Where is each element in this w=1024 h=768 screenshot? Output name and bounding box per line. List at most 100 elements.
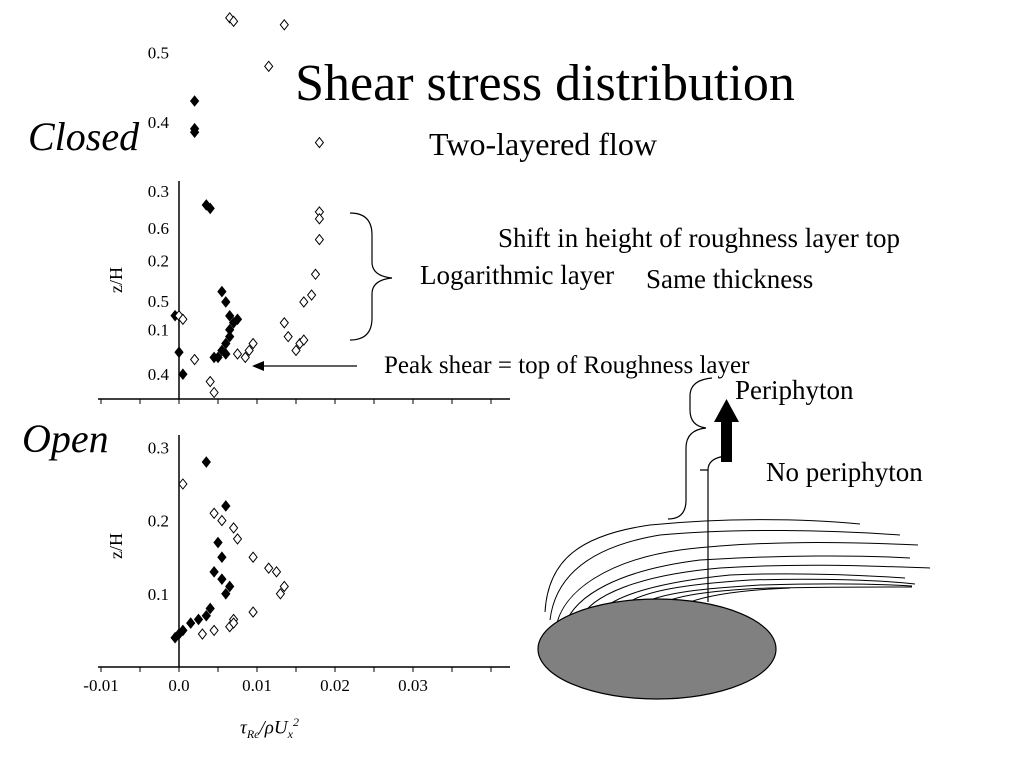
open-diamond-point [248,551,258,564]
filled-diamond-point [201,609,211,622]
page-title: Shear stress distribution [295,55,795,112]
y-tick-label: 0.2 [148,512,169,531]
open-diamond-point [228,15,239,28]
open-diamond-point [248,606,258,618]
periphyton-brace [667,377,713,520]
logarithmic-layer-brace [349,212,393,341]
y-tick-label: 0.4 [148,365,170,384]
open-diamond-point [279,18,289,31]
open-diamond-point [275,587,286,600]
y-tick-label: 0.6 [148,219,169,238]
open-diamond-point [197,628,208,640]
filled-diamond-point [205,602,215,615]
open-diamond-point [299,296,309,308]
logarithmic-layer-annotation: Logarithmic layer [420,260,615,290]
open-diamond-point [314,136,325,149]
up-arrow-head [714,399,739,422]
x-tick-label: -0.01 [83,676,118,695]
open-diamond-point [232,348,243,360]
open-diamond-point [232,533,243,545]
filled-diamond-point [193,613,204,626]
open-diamond-point [264,562,274,574]
open-diamond-point [299,334,309,346]
open-diamond-point [240,351,250,364]
peak-pointer-arrowhead [252,361,264,371]
open-diamond-point [178,313,188,326]
x-tick-label: 0.01 [242,676,272,695]
filled-diamond-point [217,285,227,298]
closed-axis-ticks: 0.1 0.2 0.3 0.4 0.5 0.6 [100,44,492,404]
filled-diamond-point [217,573,227,585]
y-tick-label: 0.1 [148,585,169,604]
open-diamond-point [310,268,321,281]
page-subtitle: Two-layered flow [429,126,657,162]
open-diamond-point [178,478,188,490]
closed-y-axis-label: z/H [106,267,126,293]
filled-diamond-point [189,126,200,138]
closed-panel-label: Closed [28,114,140,159]
open-diamond-point [228,522,239,534]
open-diamond-point [209,624,219,637]
open-diamond-point [209,386,219,399]
filled-diamond-point [217,551,227,564]
filled-diamond-point [221,296,231,308]
filled-diamond-point [213,536,223,549]
filled-diamond-point [170,631,180,644]
open-diamond-point [271,566,282,578]
open-diamond-point [217,514,227,527]
open-diamond-point [279,580,289,593]
filled-diamond-point [178,368,188,381]
open-diamond-point [248,337,258,350]
open-y-axis-label: z/H [106,533,126,559]
filled-diamond-point [209,566,219,578]
open-diamond-point [314,213,325,225]
filled-diamond-point [221,587,231,600]
open-diamond-point [314,233,325,246]
y-tick-label: 0.3 [148,182,169,201]
flow-streamlines [544,519,931,629]
peak-shear-annotation: Peak shear = top of Roughness layer [384,352,750,379]
open-plot-area [170,309,289,644]
open-axis-ticks: 0.1 0.2 0.3 0.4 0.5 0.6 -0.01 0.0 0.01 0.02 0.03 [83,219,492,695]
no-periphyton-label: No periphyton [766,457,923,487]
filled-diamond-point [225,310,235,322]
x-tick-label: 0.03 [398,676,428,695]
open-diamond-point [306,289,317,301]
filled-diamond-point [232,313,243,326]
filled-diamond-point [221,348,231,360]
filled-diamond-point [225,330,235,343]
open-panel-label: Open [22,416,109,461]
filled-diamond-point [205,202,215,215]
x-axis-label: τRe/ρUx2 [240,715,299,742]
y-tick-label: 0.1 [148,321,169,340]
x-tick-label: 0.0 [168,676,189,695]
open-diamond-point [205,375,215,388]
y-tick-label: 0.3 [148,438,169,457]
x-tick-label: 0.02 [320,676,350,695]
shift-annotation: Shift in height of roughness layer top [498,223,900,253]
open-diamond-point [283,330,293,343]
periphyton-label: Periphyton [735,375,854,405]
same-thickness-annotation: Same thickness [646,264,814,294]
open-diamond-point [189,353,200,366]
filled-diamond-point [201,456,211,468]
open-diamond-point [209,507,219,520]
y-tick-label: 0.2 [148,251,169,270]
up-arrow-icon [721,420,732,462]
open-diamond-point [264,60,274,73]
open-diamond-point [291,344,301,357]
roughness-element [537,598,777,700]
filled-diamond-point [225,580,235,593]
filled-diamond-point [189,95,200,107]
y-tick-label: 0.5 [148,44,169,63]
y-tick-label: 0.5 [148,292,169,311]
filled-diamond-point [186,617,196,629]
closed-plot-area [189,12,325,364]
open-diamond-point [279,316,289,329]
filled-diamond-point [209,351,219,364]
open-diamond-point [228,617,239,629]
filled-diamond-point [221,500,231,512]
filled-diamond-point [174,346,184,359]
open-diamond-point [244,344,254,357]
